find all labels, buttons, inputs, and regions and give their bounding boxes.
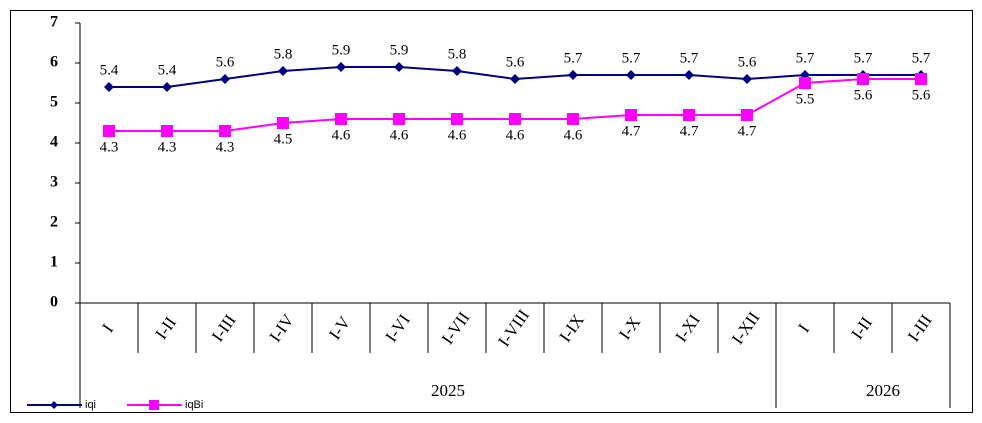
value-label: 5.6 <box>738 54 757 70</box>
point <box>104 82 114 92</box>
y-tick-label: 1 <box>50 254 58 271</box>
value-label: 5.8 <box>274 46 293 62</box>
y-tick-label: 4 <box>50 134 58 151</box>
value-label: 4.7 <box>738 123 757 139</box>
point <box>452 66 462 76</box>
point <box>161 125 173 137</box>
x-tick-label: I <box>794 320 813 336</box>
x-tick-label: I-III <box>904 311 936 345</box>
value-label: 4.7 <box>680 123 699 139</box>
frame <box>10 10 973 413</box>
point <box>451 113 463 125</box>
value-label: 4.3 <box>100 139 119 155</box>
value-label: 5.7 <box>854 50 873 66</box>
x-tick-label: I-IV <box>266 310 299 345</box>
point <box>684 70 694 80</box>
value-label: 5.7 <box>564 50 583 66</box>
x-tick-label: I-VII <box>438 308 474 348</box>
point <box>278 66 288 76</box>
point <box>219 125 231 137</box>
legend-label: iqi <box>85 399 96 411</box>
point <box>162 82 172 92</box>
point <box>626 70 636 80</box>
x-tick-label: I-IX <box>556 311 588 346</box>
point <box>567 113 579 125</box>
value-label: 4.6 <box>448 127 467 143</box>
point <box>336 62 346 72</box>
x-tick-label: I-II <box>847 313 876 343</box>
point <box>741 109 753 121</box>
y-tick-label: 0 <box>50 294 58 311</box>
value-label: 4.7 <box>622 123 641 139</box>
point <box>857 73 869 85</box>
point <box>394 62 404 72</box>
value-label: 4.6 <box>332 127 351 143</box>
value-label: 5.8 <box>448 46 467 62</box>
point <box>393 113 405 125</box>
x-tick-label: I-XII <box>728 308 764 348</box>
x-tick-label: I-X <box>615 313 644 343</box>
legend-marker <box>50 401 58 409</box>
group-label: 2026 <box>866 381 900 400</box>
point <box>103 125 115 137</box>
value-label: 4.6 <box>564 127 583 143</box>
value-label: 5.9 <box>332 42 351 58</box>
value-label: 4.6 <box>390 127 409 143</box>
y-tick-label: 5 <box>50 94 58 111</box>
point <box>625 109 637 121</box>
x-tick-label: I-VI <box>382 310 415 345</box>
value-label: 5.5 <box>796 91 815 107</box>
point <box>335 113 347 125</box>
value-label: 5.6 <box>912 87 931 103</box>
value-label: 5.6 <box>216 54 235 70</box>
x-tick-label: I <box>98 320 117 336</box>
group-label: 2025 <box>431 381 465 400</box>
value-label: 4.6 <box>506 127 525 143</box>
point <box>799 77 811 89</box>
value-label: 5.7 <box>680 50 699 66</box>
y-tick-label: 3 <box>50 174 58 191</box>
legend-label: iqBi <box>185 399 203 411</box>
value-label: 4.3 <box>158 139 177 155</box>
value-label: 4.3 <box>216 139 235 155</box>
point <box>568 70 578 80</box>
legend-marker <box>149 400 159 410</box>
y-tick-label: 6 <box>50 54 58 71</box>
point <box>510 74 520 84</box>
point <box>220 74 230 84</box>
point <box>683 109 695 121</box>
value-label: 5.7 <box>622 50 641 66</box>
y-tick-label: 7 <box>50 14 58 31</box>
value-label: 5.6 <box>854 87 873 103</box>
value-label: 5.4 <box>100 62 119 78</box>
point <box>915 73 927 85</box>
value-label: 5.6 <box>506 54 525 70</box>
x-tick-label: I-V <box>325 312 355 343</box>
value-label: 4.5 <box>274 131 293 147</box>
value-label: 5.7 <box>912 50 931 66</box>
value-label: 5.4 <box>158 62 177 78</box>
x-tick-label: I-II <box>151 313 180 343</box>
point <box>277 117 289 129</box>
point <box>742 74 752 84</box>
value-label: 5.9 <box>390 42 409 58</box>
y-tick-label: 2 <box>50 214 58 231</box>
x-tick-label: I-VIII <box>494 306 533 350</box>
x-tick-label: I-XI <box>672 310 705 345</box>
x-tick-label: I-III <box>208 311 240 345</box>
point <box>509 113 521 125</box>
value-label: 5.7 <box>796 50 815 66</box>
